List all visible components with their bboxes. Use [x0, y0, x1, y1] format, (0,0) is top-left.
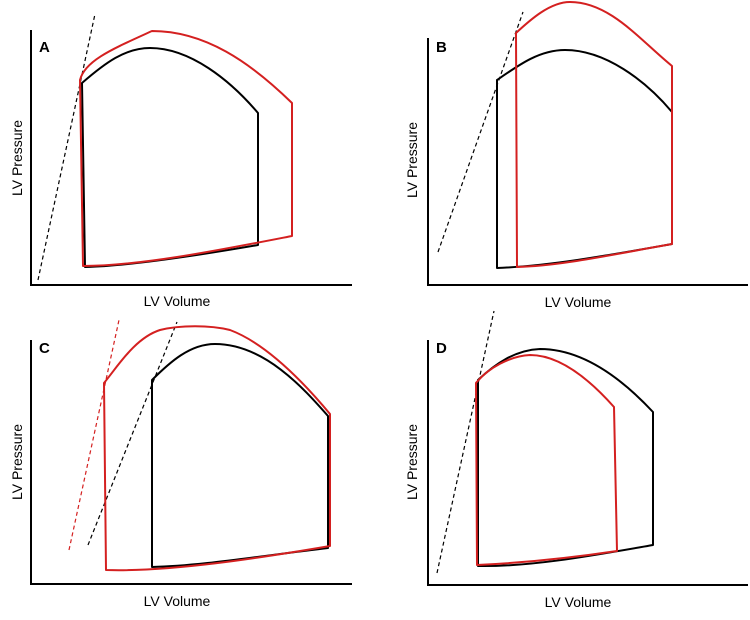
panel-b: B LV Volume LV Pressure	[404, 1, 748, 310]
panel-d-baseline-loop	[477, 348, 654, 568]
panel-d-axes	[427, 340, 748, 586]
panel-b-ylabel: LV Pressure	[404, 122, 420, 198]
panel-a-altered-loop	[79, 30, 293, 267]
panel-c-xlabel: LV Volume	[144, 593, 211, 609]
panel-d-ylabel: LV Pressure	[404, 424, 420, 500]
panel-c-baseline-loop	[151, 343, 329, 568]
panel-d: D LV Volume LV Pressure	[404, 310, 748, 610]
panel-c-altered-espvr-line	[68, 319, 120, 551]
panel-a-letter: A	[39, 39, 50, 56]
panel-d-xlabel: LV Volume	[545, 594, 612, 610]
panel-a-espvr-line	[37, 13, 96, 281]
panel-c-ylabel: LV Pressure	[9, 424, 25, 500]
panel-a-xlabel: LV Volume	[144, 293, 211, 309]
panel-d-altered-loop	[475, 354, 618, 566]
panel-a-ylabel: LV Pressure	[9, 120, 25, 196]
panel-b-espvr-line	[437, 11, 524, 253]
panel-a-baseline-loop	[81, 47, 259, 268]
panel-b-altered-loop	[515, 1, 673, 268]
panel-c-baseline-espvr-line	[87, 321, 178, 546]
panel-c-letter: C	[39, 340, 50, 357]
panel-b-axes	[427, 38, 748, 286]
panel-c: C LV Volume LV Pressure	[9, 319, 352, 609]
panel-b-letter: B	[436, 39, 447, 56]
panel-b-xlabel: LV Volume	[545, 294, 612, 310]
panel-c-axes	[30, 340, 352, 585]
panel-d-espvr-line	[436, 310, 495, 574]
panel-b-baseline-loop	[496, 49, 673, 269]
panel-c-altered-loop	[103, 325, 331, 572]
panel-a-axes	[30, 30, 352, 286]
panel-a: A LV Volume LV Pressure	[9, 13, 352, 309]
panel-d-letter: D	[436, 340, 447, 357]
